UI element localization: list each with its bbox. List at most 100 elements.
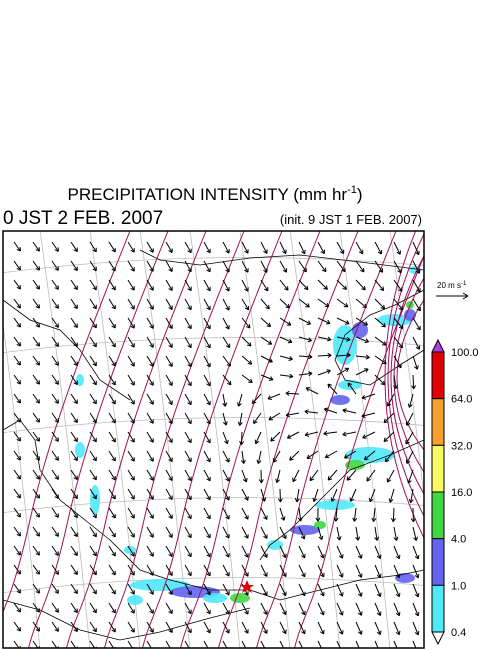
wind-vector	[336, 545, 344, 559]
wind-arrowhead	[360, 267, 365, 273]
wind-vector	[412, 355, 418, 370]
wind-vector	[241, 602, 249, 615]
grid-line	[3, 337, 424, 354]
wind-vector	[374, 355, 387, 365]
wind-arrowhead	[225, 496, 230, 501]
wind-arrowhead	[16, 456, 21, 461]
wind-arrowhead	[149, 552, 154, 557]
wind-vector	[374, 241, 382, 255]
pressure-contour	[142, 231, 283, 648]
wind-vector	[165, 298, 173, 310]
wind-vector	[51, 545, 59, 556]
wind-arrowhead	[226, 380, 232, 386]
wind-vector	[51, 583, 59, 594]
wind-arrowhead	[286, 434, 292, 439]
wind-vector	[317, 583, 325, 597]
wind-vector	[298, 336, 312, 342]
wind-vector	[279, 279, 289, 291]
wind-arrowhead	[168, 533, 173, 538]
wind-arrowhead	[149, 324, 154, 329]
wind-vector	[203, 374, 211, 387]
wind-vector	[313, 488, 319, 502]
wind-vector	[203, 564, 211, 577]
wind-arrowhead	[222, 402, 228, 407]
wind-vector	[184, 507, 192, 519]
wind-vector	[165, 374, 173, 386]
wind-arrowhead	[168, 571, 173, 576]
wind-arrowhead	[92, 342, 97, 348]
wind-vector	[108, 355, 116, 367]
wind-arrowhead	[206, 552, 211, 558]
wind-vector	[70, 583, 78, 594]
wind-arrowhead	[130, 343, 135, 348]
precipitation-area	[330, 395, 350, 405]
wind-vector	[374, 583, 381, 597]
wind-arrowhead	[357, 630, 363, 635]
wind-arrowhead	[362, 303, 367, 309]
wind-vector	[146, 450, 154, 462]
wind-arrowhead	[149, 286, 154, 291]
wind-arrowhead	[16, 399, 21, 404]
wind-vector	[203, 526, 211, 539]
wind-arrowhead	[92, 247, 97, 253]
wind-vector	[89, 507, 97, 519]
wind-arrowhead	[342, 285, 347, 290]
wind-vector	[383, 412, 395, 423]
wind-vector	[146, 393, 154, 405]
wind-vector	[346, 469, 357, 481]
wind-arrowhead	[111, 589, 116, 595]
wind-arrowhead	[149, 400, 154, 405]
wind-vector	[203, 469, 211, 482]
wind-arrowhead	[282, 572, 287, 578]
wind-vector	[165, 469, 173, 481]
precipitation-area	[76, 374, 84, 386]
wind-vector	[406, 412, 414, 426]
wind-vector	[89, 393, 97, 405]
wind-vector	[260, 564, 268, 577]
wind-vector	[222, 374, 232, 386]
wind-arrowhead	[263, 515, 268, 520]
wind-vector	[241, 564, 249, 577]
wind-vector	[373, 507, 376, 522]
wind-vector	[305, 431, 319, 436]
wind-vector	[309, 469, 319, 481]
wind-arrowhead	[415, 250, 420, 256]
wind-vector	[241, 526, 249, 539]
wind-arrowhead	[382, 359, 387, 365]
wind-vector	[51, 602, 59, 613]
wind-arrowhead	[323, 285, 328, 290]
wind-vector	[344, 450, 357, 459]
wind-vector	[184, 602, 192, 614]
wind-arrowhead	[302, 267, 307, 273]
wind-vector	[13, 564, 21, 575]
wind-arrowhead	[206, 628, 211, 634]
pressure-contour	[294, 254, 424, 648]
wind-arrowhead	[346, 476, 352, 481]
wind-vector	[260, 317, 271, 327]
wind-vector	[146, 583, 154, 595]
wind-vector	[89, 564, 97, 576]
wind-arrowhead	[301, 553, 306, 559]
wind-vector	[239, 412, 243, 426]
wind-arrowhead	[149, 514, 154, 519]
wind-arrowhead	[304, 409, 309, 415]
wind-arrowhead	[16, 380, 21, 385]
wind-vector	[89, 336, 97, 348]
wind-vector	[279, 526, 287, 539]
wind-arrowhead	[301, 572, 306, 578]
wind-arrowhead	[111, 247, 116, 253]
wind-vector	[355, 355, 370, 359]
wind-arrowhead	[92, 475, 97, 481]
wind-vector	[393, 545, 400, 559]
wind-arrowhead	[405, 459, 411, 464]
wind-arrowhead	[111, 285, 116, 291]
wind-arrowhead	[73, 589, 78, 595]
wind-vector	[13, 241, 21, 252]
wind-arrowhead	[225, 268, 230, 273]
wind-arrowhead	[206, 248, 211, 254]
wind-arrowhead	[92, 437, 97, 443]
wind-vector	[222, 450, 230, 463]
wind-arrowhead	[73, 437, 78, 443]
wind-arrowhead	[258, 479, 264, 484]
wind-vector	[89, 450, 97, 462]
